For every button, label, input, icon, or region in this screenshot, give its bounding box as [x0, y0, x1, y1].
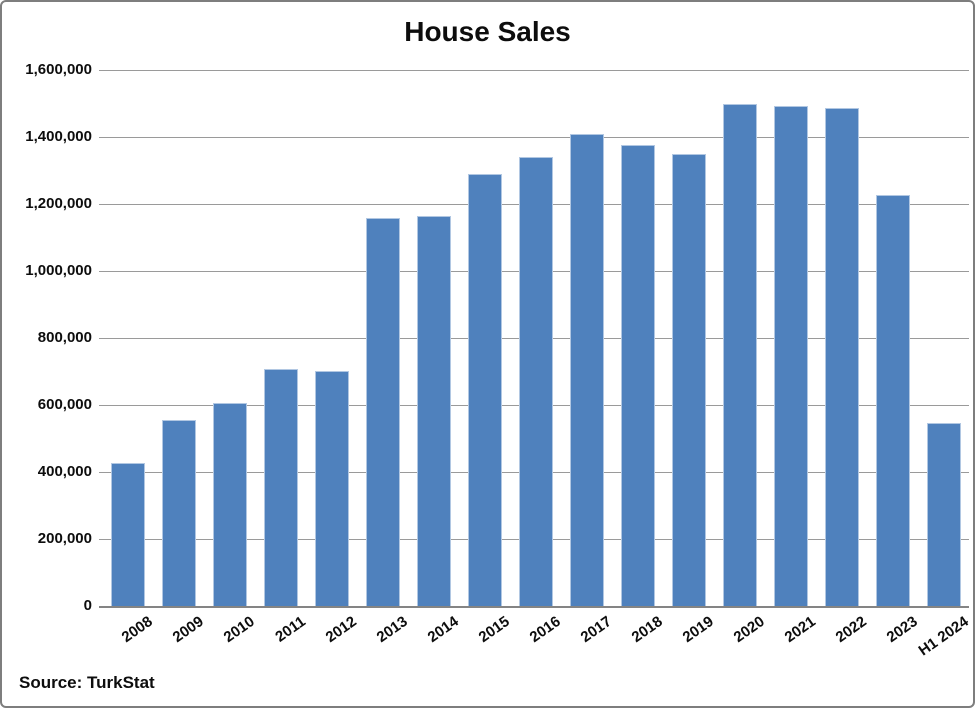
- gridline: [99, 137, 969, 138]
- source-note: Source: TurkStat: [19, 673, 155, 692]
- bar-2022: [825, 108, 859, 606]
- bar-2015: [468, 174, 502, 606]
- bar-2014: [417, 216, 451, 606]
- bar-2011: [264, 369, 298, 606]
- y-axis-tick-label: 200,000: [37, 530, 92, 547]
- bar-2012: [315, 371, 349, 606]
- bar-2010: [213, 403, 247, 606]
- x-axis-line: [99, 606, 969, 608]
- bar-2013: [366, 218, 400, 606]
- y-axis-tick-label: 1,200,000: [25, 195, 92, 212]
- y-axis-tick-label: 1,000,000: [25, 262, 92, 279]
- gridline: [99, 70, 969, 71]
- bar-2016: [519, 157, 553, 606]
- bar-2018: [621, 145, 655, 606]
- bar-h1-2024: [927, 423, 961, 606]
- bar-2009: [162, 420, 196, 606]
- y-axis-tick-label: 1,600,000: [25, 61, 92, 78]
- x-axis-label: H1 2024: [915, 613, 972, 660]
- bar-2023: [876, 195, 910, 606]
- bar-2021: [774, 106, 808, 606]
- bar-2017: [570, 134, 604, 606]
- y-axis-tick-label: 0: [83, 597, 92, 614]
- bar-2020: [723, 104, 757, 606]
- y-axis-tick-label: 600,000: [37, 396, 92, 413]
- y-axis-tick-label: 1,400,000: [25, 128, 92, 145]
- y-axis-tick-label: 400,000: [37, 463, 92, 480]
- chart-title: House Sales: [404, 16, 571, 47]
- bar-2019: [672, 154, 706, 606]
- bar-2008: [111, 463, 145, 606]
- y-axis-tick-label: 800,000: [37, 329, 92, 346]
